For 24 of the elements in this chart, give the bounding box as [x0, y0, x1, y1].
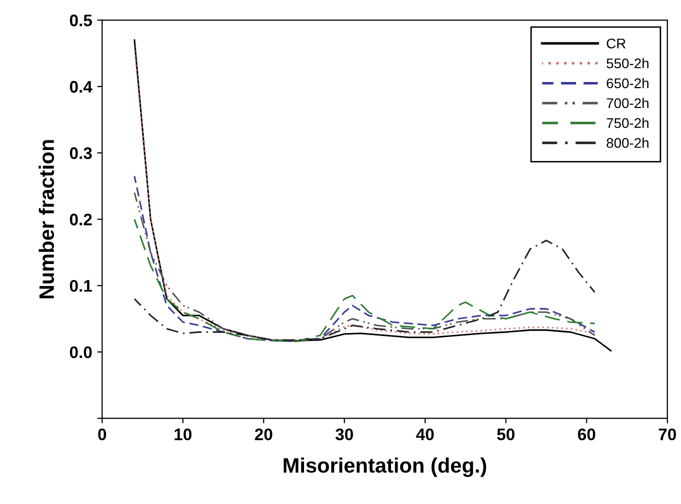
line-series	[134, 240, 596, 341]
legend-label: 700-2h	[606, 98, 648, 108]
legend-label: 550-2h	[606, 58, 648, 68]
x-tick-label: 50	[497, 428, 514, 440]
y-tick-label: 0.1	[70, 280, 92, 292]
x-axis-title: Misorientation (deg.)	[284, 457, 486, 477]
x-tick-label: 70	[658, 428, 676, 440]
legend-label: 750-2h	[606, 118, 648, 128]
x-tick-label: 30	[336, 428, 353, 440]
legend-label: 650-2h	[606, 78, 648, 88]
x-tick-label: 40	[416, 428, 434, 440]
legend-label: CR	[606, 38, 626, 48]
line-series	[134, 218, 596, 342]
y-axis-title: Number fraction	[38, 140, 54, 298]
x-tick-label: 20	[254, 428, 272, 440]
x-tick-label: 10	[174, 428, 192, 440]
y-tick-label: 0.2	[70, 214, 92, 226]
text: 0.0	[70, 346, 92, 358]
legend-label: 800-2h	[606, 138, 648, 148]
x-tick-label: 60	[578, 428, 596, 440]
x-tick-label: 0	[98, 428, 106, 440]
y-tick-label: 0.3	[70, 147, 92, 160]
y-tick-label: 0.5	[70, 14, 92, 26]
y-tick-label: 0.4	[70, 80, 92, 93]
